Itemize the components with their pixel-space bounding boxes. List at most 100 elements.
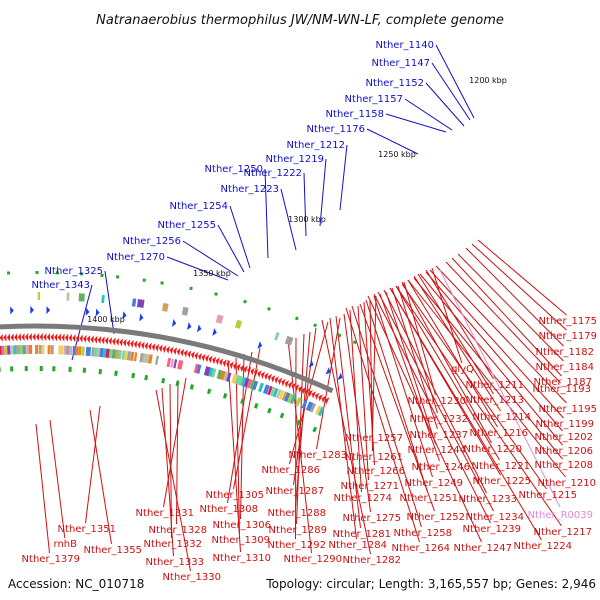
reverse-cds-arrow	[10, 306, 14, 315]
gene-label-forward: Nther_1305	[206, 490, 264, 501]
label-connector	[373, 295, 433, 478]
gene-label-forward: Nther_1275	[343, 513, 401, 524]
cog-color-block	[239, 376, 247, 387]
label-connector	[280, 188, 297, 251]
gene-label-forward: Nther_1199	[536, 419, 594, 430]
reverse-cds-arrow	[187, 322, 192, 330]
map-title: Natranaerobius thermophilus JW/NM-WN-LF,…	[96, 13, 504, 28]
label-connector	[163, 377, 187, 508]
gene-label-reverse: Nther_1256	[123, 236, 181, 247]
label-connector	[401, 281, 492, 444]
gene-label-forward: Nther_1246	[412, 462, 470, 473]
gene-label-forward: Nther_1211	[466, 380, 524, 391]
label-connector	[166, 256, 229, 281]
cog-color-block	[13, 345, 17, 355]
gene-label-reverse: Nther_1325	[45, 266, 103, 277]
cog-color-block	[301, 399, 308, 409]
cog-color-block	[102, 348, 107, 358]
gene-label-reverse: Nther_1157	[345, 94, 403, 105]
forward-cds-arrow	[176, 348, 181, 356]
gene-label-forward: Nther_1210	[538, 478, 596, 489]
cog-color-block	[155, 355, 159, 365]
reverse-cds-arrow	[337, 372, 343, 380]
forward-cds-arrow	[104, 336, 109, 345]
forward-cds-arrow	[301, 386, 307, 395]
label-connector	[413, 275, 501, 412]
cog-color-block	[139, 352, 144, 363]
label-connector	[227, 351, 253, 504]
cog-color-block	[93, 347, 98, 357]
cog-color-block	[50, 345, 54, 355]
forward-cds-arrow	[126, 339, 131, 348]
forward-cds-arrow	[39, 333, 43, 342]
label-connector	[407, 279, 566, 478]
outer-cog-block	[37, 292, 41, 301]
gene-label-forward: Nther_1264	[392, 543, 450, 554]
label-connector	[357, 305, 369, 481]
forward-cds-arrow	[215, 357, 220, 366]
cog-color-block	[16, 345, 20, 355]
cog-tick	[207, 388, 212, 395]
forward-cds-arrow	[162, 345, 167, 354]
forward-cds-arrow	[28, 333, 32, 342]
outer-cog-block	[181, 306, 189, 316]
cog-color-block	[111, 349, 116, 359]
cog-color-block	[91, 347, 95, 357]
label-connector	[431, 267, 463, 364]
gene-label-forward: Nther_1208	[535, 460, 593, 471]
gene-label-forward: Nther_1232	[410, 414, 468, 425]
cog-tick	[267, 407, 272, 414]
genome-ring	[0, 323, 334, 394]
forward-cds-arrow	[208, 355, 213, 364]
forward-cds-arrow	[190, 351, 195, 359]
label-connector	[169, 383, 172, 539]
forward-cds-arrow	[274, 376, 279, 384]
forward-cds-arrow	[140, 341, 145, 350]
cog-color-block	[63, 345, 67, 355]
cog-color-block	[4, 345, 8, 355]
label-connector	[85, 405, 101, 524]
forward-cds-arrow	[64, 333, 69, 342]
kbp-mark: 1300 kbp	[288, 215, 326, 224]
gene-label-forward: Nther_1308	[200, 504, 258, 515]
label-connector-lines	[35, 44, 567, 572]
gene-label-forward: Nther_1237	[410, 430, 468, 441]
cog-tick	[279, 412, 285, 419]
cog-color-block	[166, 357, 172, 368]
forward-cds-arrow	[267, 373, 273, 382]
gene-labels: 1200 kbp 1250 kbp 1300 kbp 1350 kbp 1400 kbp…	[22, 40, 597, 583]
gene-label-forward: Nther_1217	[534, 527, 592, 538]
forward-cds-arrow	[257, 370, 262, 378]
gene-label-forward: Nther_1333	[146, 557, 204, 568]
gene-label-forward: Nther_1184	[536, 362, 594, 373]
cog-color-block	[47, 345, 51, 355]
outer-cog-block	[274, 332, 280, 341]
forward-cds-arrow	[247, 366, 252, 375]
cog-tick	[131, 372, 136, 379]
forward-cds-arrow	[61, 333, 65, 342]
forward-cds-arrow	[0, 333, 3, 342]
gene-label-forward: Nther_1179	[539, 331, 597, 342]
cog-color-block	[121, 350, 126, 360]
cog-tick	[114, 370, 118, 376]
cog-color-block	[278, 390, 285, 400]
forward-cds-arrow	[137, 340, 142, 349]
label-connector	[471, 243, 567, 331]
cog-color-block	[133, 352, 138, 362]
label-connector	[339, 144, 348, 211]
forward-cds-arrow	[3, 333, 7, 342]
accession-text: Accession: NC_010718	[8, 577, 144, 591]
label-connector	[161, 387, 174, 557]
gene-label-forward: Nther_1202	[535, 432, 593, 443]
cog-color-block	[317, 406, 325, 417]
gene-label-rna: Nther_R0039	[528, 510, 593, 521]
gene-label-forward: Nther_1286	[262, 465, 320, 476]
cog-color-block	[74, 346, 79, 356]
forward-cds-arrow	[321, 395, 327, 403]
forward-cds-arrow	[14, 333, 18, 342]
forward-cds-arrow	[298, 385, 303, 393]
label-connector	[413, 277, 563, 460]
outer-cog-block	[66, 292, 70, 301]
label-connector	[351, 305, 422, 528]
